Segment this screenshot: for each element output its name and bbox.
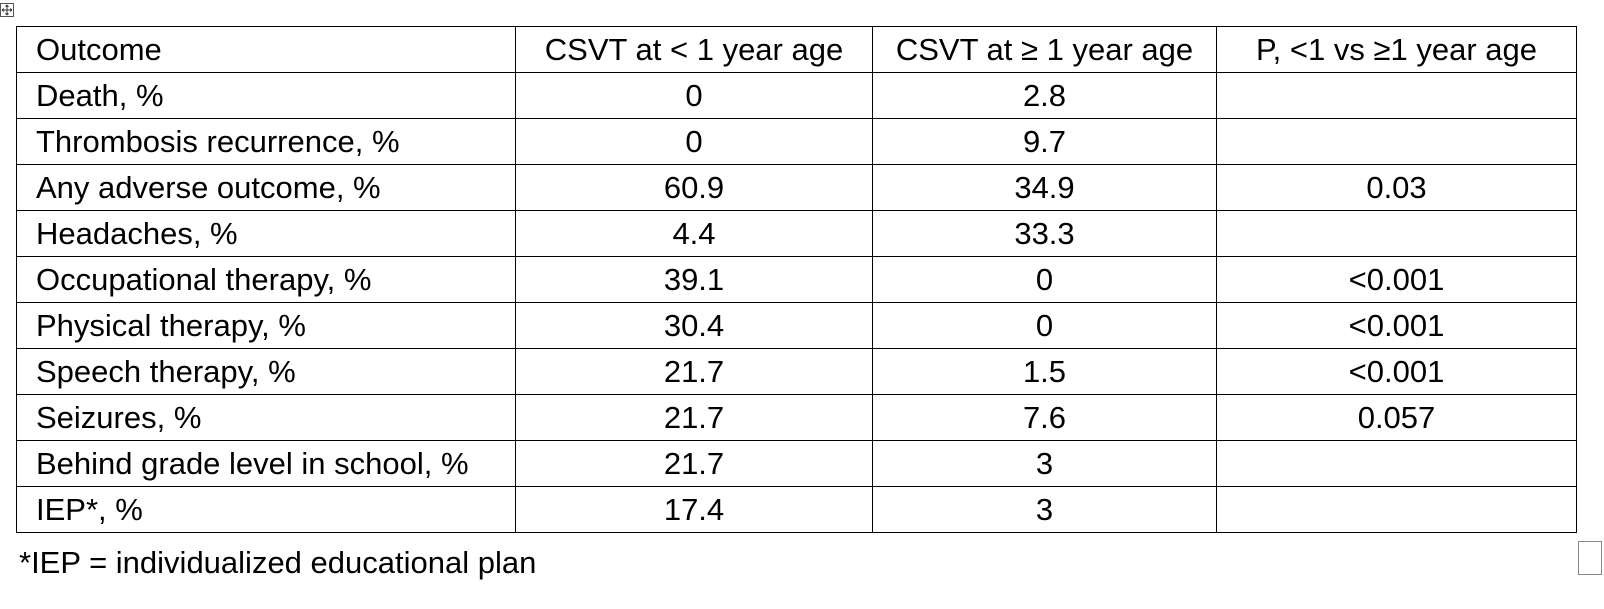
cell-outcome[interactable]: Physical therapy, %: [16, 302, 516, 349]
table-row: Thrombosis recurrence, % 0 9.7: [16, 118, 1577, 165]
cell-outcome[interactable]: Seizures, %: [16, 394, 516, 441]
table-row: Headaches, % 4.4 33.3: [16, 210, 1577, 257]
cell-1-year-or-older[interactable]: 34.9: [872, 164, 1217, 211]
header-under-1-year[interactable]: CSVT at < 1 year age: [515, 26, 873, 73]
cell-under-1-year[interactable]: 0: [515, 72, 873, 119]
cell-outcome[interactable]: Death, %: [16, 72, 516, 119]
cell-outcome[interactable]: Thrombosis recurrence, %: [16, 118, 516, 165]
cell-under-1-year[interactable]: 4.4: [515, 210, 873, 257]
cell-under-1-year[interactable]: 21.7: [515, 440, 873, 487]
cell-outcome[interactable]: Headaches, %: [16, 210, 516, 257]
cell-1-year-or-older[interactable]: 9.7: [872, 118, 1217, 165]
cell-outcome[interactable]: Speech therapy, %: [16, 348, 516, 395]
cell-p-value[interactable]: [1216, 72, 1577, 119]
cell-outcome[interactable]: Occupational therapy, %: [16, 256, 516, 303]
cell-p-value[interactable]: <0.001: [1216, 302, 1577, 349]
header-1-year-or-older[interactable]: CSVT at ≥ 1 year age: [872, 26, 1217, 73]
cell-under-1-year[interactable]: 17.4: [515, 486, 873, 533]
cell-p-value[interactable]: [1216, 486, 1577, 533]
table-header-row: Outcome CSVT at < 1 year age CSVT at ≥ 1…: [16, 26, 1577, 73]
cell-1-year-or-older[interactable]: 3: [872, 440, 1217, 487]
table-row: Physical therapy, % 30.4 0 <0.001: [16, 302, 1577, 349]
cell-outcome[interactable]: IEP*, %: [16, 486, 516, 533]
table-row: Any adverse outcome, % 60.9 34.9 0.03: [16, 164, 1577, 211]
cell-1-year-or-older[interactable]: 33.3: [872, 210, 1217, 257]
table-row: Speech therapy, % 21.7 1.5 <0.001: [16, 348, 1577, 395]
table-row: Behind grade level in school, % 21.7 3: [16, 440, 1577, 487]
cell-1-year-or-older[interactable]: 1.5: [872, 348, 1217, 395]
cell-under-1-year[interactable]: 30.4: [515, 302, 873, 349]
cell-outcome[interactable]: Any adverse outcome, %: [16, 164, 516, 211]
cell-1-year-or-older[interactable]: 3: [872, 486, 1217, 533]
table-row: Seizures, % 21.7 7.6 0.057: [16, 394, 1577, 441]
header-p-value[interactable]: P, <1 vs ≥1 year age: [1216, 26, 1577, 73]
table-move-handle-icon[interactable]: [0, 3, 14, 17]
cell-under-1-year[interactable]: 39.1: [515, 256, 873, 303]
cell-1-year-or-older[interactable]: 7.6: [872, 394, 1217, 441]
cell-1-year-or-older[interactable]: 0: [872, 256, 1217, 303]
table-resize-handle-icon[interactable]: [1578, 541, 1602, 575]
table-row: Occupational therapy, % 39.1 0 <0.001: [16, 256, 1577, 303]
outcomes-table: Outcome CSVT at < 1 year age CSVT at ≥ 1…: [16, 26, 1577, 533]
cell-p-value[interactable]: [1216, 440, 1577, 487]
cell-outcome[interactable]: Behind grade level in school, %: [16, 440, 516, 487]
table-footnote[interactable]: *IEP = individualized educational plan: [19, 545, 537, 580]
cell-under-1-year[interactable]: 21.7: [515, 394, 873, 441]
cell-1-year-or-older[interactable]: 0: [872, 302, 1217, 349]
cell-p-value[interactable]: <0.001: [1216, 256, 1577, 303]
cell-p-value[interactable]: 0.057: [1216, 394, 1577, 441]
cell-p-value[interactable]: <0.001: [1216, 348, 1577, 395]
table-row: IEP*, % 17.4 3: [16, 486, 1577, 533]
cell-p-value[interactable]: [1216, 118, 1577, 165]
cell-under-1-year[interactable]: 60.9: [515, 164, 873, 211]
cell-under-1-year[interactable]: 21.7: [515, 348, 873, 395]
cell-1-year-or-older[interactable]: 2.8: [872, 72, 1217, 119]
cell-p-value[interactable]: [1216, 210, 1577, 257]
cell-under-1-year[interactable]: 0: [515, 118, 873, 165]
header-outcome[interactable]: Outcome: [16, 26, 516, 73]
table-row: Death, % 0 2.8: [16, 72, 1577, 119]
cell-p-value[interactable]: 0.03: [1216, 164, 1577, 211]
